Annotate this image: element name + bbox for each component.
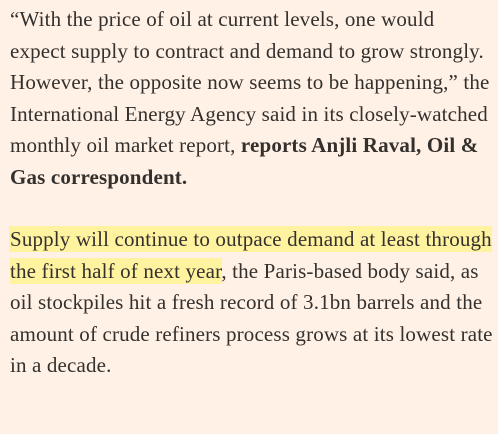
quote-text: “With the price of oil at current levels…: [10, 7, 490, 157]
paragraph-supply: Supply will continue to outpace demand a…: [10, 224, 494, 382]
byline: reports Anjli Raval, Oil & Gas correspon…: [10, 133, 479, 189]
paragraph-quote: “With the price of oil at current levels…: [10, 4, 494, 193]
article-body: “With the price of oil at current levels…: [10, 4, 494, 382]
paragraph-rest: , the Paris-based body said, as oil stoc…: [10, 258, 493, 378]
